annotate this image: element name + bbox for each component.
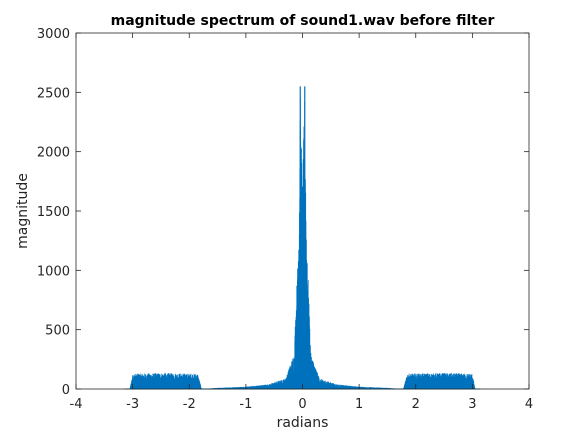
x-tick-labels: -4 -3 -2 -1 0 1 2 3 4	[70, 397, 534, 412]
x-tick-label: 2	[412, 397, 420, 412]
x-tick-marks	[75, 33, 530, 389]
y-tick-label: 500	[45, 324, 70, 339]
y-axis-label: magnitude	[15, 173, 31, 249]
y-tick-labels: 0 500 1000 1500 2000 2500 3000	[37, 27, 70, 398]
chart-title: magnitude spectrum of sound1.wav before …	[111, 13, 495, 29]
x-tick-label: 4	[525, 397, 533, 412]
y-tick-label: 0	[62, 383, 70, 398]
y-tick-label: 1000	[37, 264, 70, 279]
y-tick-label: 3000	[37, 27, 70, 42]
x-tick-label: 3	[468, 397, 476, 412]
y-tick-label: 2500	[37, 86, 70, 101]
x-tick-label: -4	[70, 397, 83, 412]
x-tick-label: -1	[239, 397, 252, 412]
y-tick-marks	[76, 32, 529, 390]
x-tick-label: -3	[126, 397, 139, 412]
x-tick-label: -2	[183, 397, 196, 412]
x-axis-label: radians	[277, 415, 329, 431]
x-tick-label: 1	[355, 397, 363, 412]
y-tick-label: 2000	[37, 146, 70, 161]
y-tick-label: 1500	[37, 205, 70, 220]
x-tick-label: 0	[298, 397, 306, 412]
